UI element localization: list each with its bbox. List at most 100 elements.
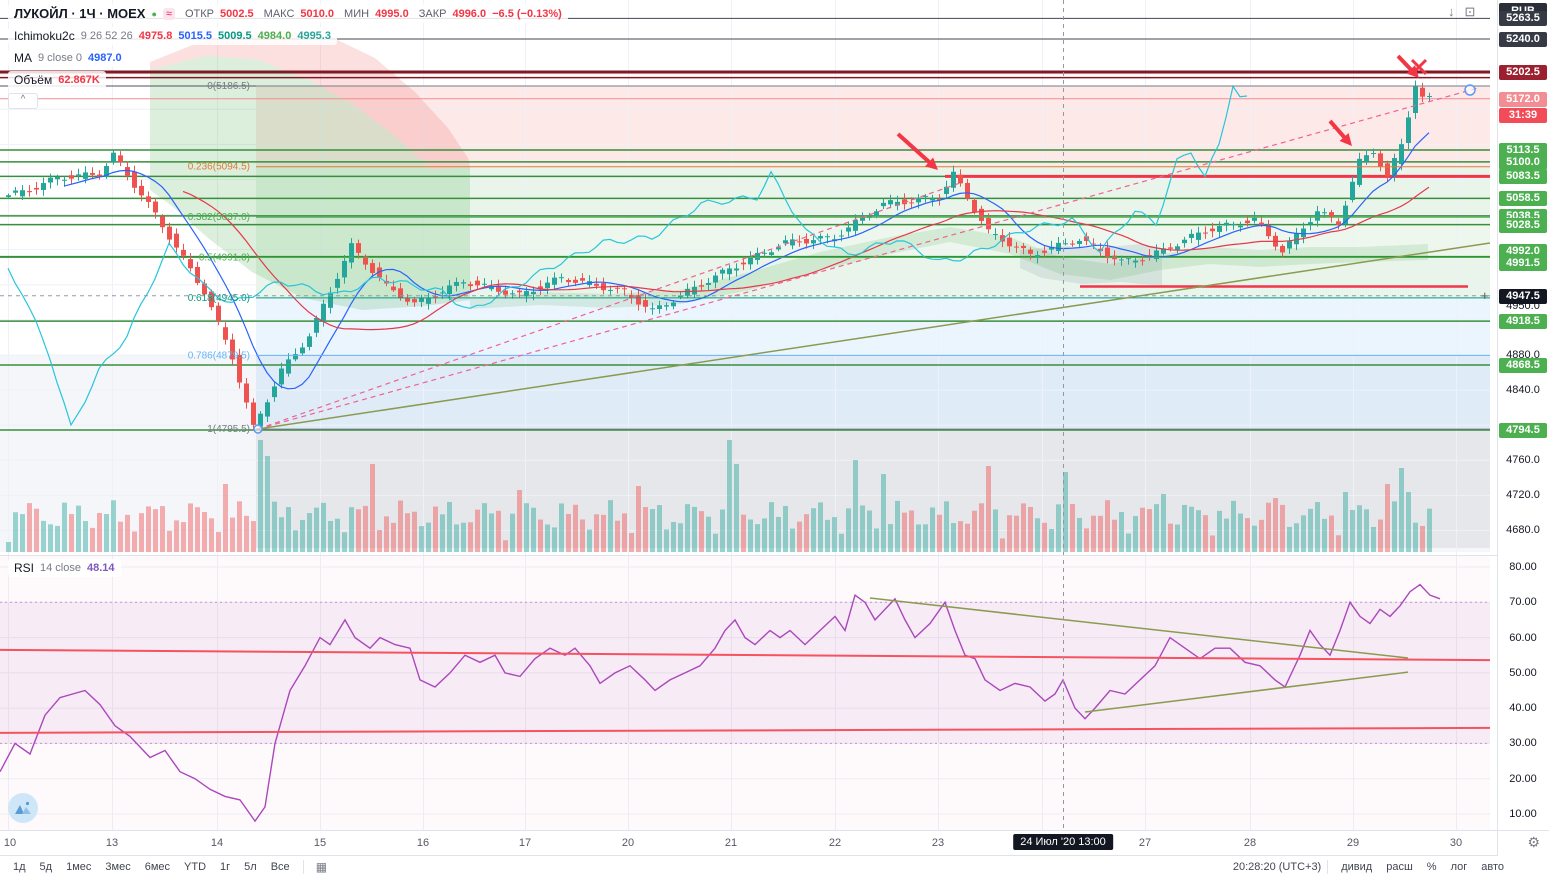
volume-title[interactable]: Объём xyxy=(14,73,53,87)
range-button-1мес[interactable]: 1мес xyxy=(66,861,92,873)
grid xyxy=(0,0,1490,830)
ichimoku-cloud xyxy=(150,30,1428,310)
range-button-Все[interactable]: Все xyxy=(270,861,290,873)
rsi-scale-label: 50.00 xyxy=(1509,666,1537,679)
time-axis-label: 28 xyxy=(1243,837,1257,849)
price-badge: 5172.0 xyxy=(1499,91,1547,107)
range-button-YTD[interactable]: YTD xyxy=(184,861,207,873)
price-badge: 4794.5 xyxy=(1499,423,1547,438)
crosshair-time-badge: 24 Июл '20 13:00 xyxy=(1013,834,1113,850)
chart-canvas[interactable]: 0(5186.5) 0.236(5094.5) 0.382(5037.0) 0.5(4… xyxy=(0,0,1497,830)
download-icon[interactable]: ↓ xyxy=(1448,4,1455,19)
time-axis-label: 15 xyxy=(313,837,327,849)
publish-idea-button[interactable] xyxy=(8,793,38,823)
price-badge: 5113.5 xyxy=(1499,143,1547,159)
price-badge: 5100.0 xyxy=(1499,154,1547,170)
trendline xyxy=(257,182,961,430)
time-axis-label: 14 xyxy=(210,837,224,849)
price-scale-label: 4680.0 xyxy=(1506,524,1540,537)
volume-bars xyxy=(6,440,1432,552)
price-scale-label: 4760.0 xyxy=(1506,454,1540,467)
bottom-toolbar: 1д 5д 1мес 3мес 6мес YTD 1г 5л Все ▦ 20:28:20 (U… xyxy=(0,855,1549,878)
rsi-scale-label: 60.00 xyxy=(1509,631,1537,644)
range-button-1д[interactable]: 1д xyxy=(13,861,26,873)
ichimoku-value: 4995.3 xyxy=(297,30,331,42)
fib-label: 0.236(5094.5) xyxy=(188,162,250,173)
high-label: МАКС xyxy=(263,7,295,20)
price-scale[interactable]: RUB 5263.55240.05202.55172.031:395113.55… xyxy=(1497,0,1549,830)
fullscreen-icon[interactable]: ⊡ xyxy=(1464,4,1476,19)
price-badge: 31:39 xyxy=(1499,107,1547,123)
ichimoku-title[interactable]: Ichimoku2c xyxy=(14,29,75,43)
x-mark-annotation xyxy=(1410,58,1428,76)
clock[interactable]: 20:28:20 (UTC+3) xyxy=(1232,861,1322,873)
price-badge: 5263.5 xyxy=(1499,11,1547,27)
ichimoku-value: 4975.8 xyxy=(138,30,173,42)
collapse-legend-button[interactable]: ^ xyxy=(8,93,38,109)
price-badge: 5028.5 xyxy=(1499,217,1547,233)
price-badge: 4918.5 xyxy=(1499,314,1547,330)
fib-label: 0.5(4991.0) xyxy=(199,253,250,264)
fib-label: 0.786(4879.5) xyxy=(188,350,250,361)
add-alert-plus-icon[interactable]: + xyxy=(1481,288,1489,303)
range-button-5л[interactable]: 5л xyxy=(244,861,257,873)
rsi-trendline xyxy=(869,597,1409,659)
fib-levels: 0(5186.5) 0.236(5094.5) 0.382(5037.0) 0.5(4… xyxy=(188,81,1490,435)
time-axis-label: 16 xyxy=(416,837,430,849)
scale-option-дивид[interactable]: дивид xyxy=(1341,861,1373,873)
rsi-params: 14 close xyxy=(40,562,81,574)
symbol-title[interactable]: ЛУКОЙЛ · 1Ч · MOEX xyxy=(14,6,146,21)
ichimoku-params: 9 26 52 26 xyxy=(80,30,133,42)
rsi-scale-label: 70.00 xyxy=(1509,596,1537,609)
scale-option-авто[interactable]: авто xyxy=(1481,861,1504,873)
anchor-circle xyxy=(1464,84,1476,96)
ma-row: MA 9 close 0 4987.0 xyxy=(8,49,128,67)
price-badge: 5083.5 xyxy=(1499,169,1547,185)
high-value: 5010.0 xyxy=(300,7,335,20)
scale-option-расш[interactable]: расш xyxy=(1386,861,1413,873)
toolbar-divider xyxy=(302,860,304,874)
candles xyxy=(6,80,1432,433)
rsi-band xyxy=(0,602,1490,744)
time-axis-label: 29 xyxy=(1346,837,1360,849)
time-axis[interactable]: 24 Июл '20 13:00 10 13 14 15 16 17 20 21 22 23 27 2… xyxy=(0,830,1497,856)
axis-corner: ⚙ xyxy=(1497,830,1549,856)
price-badge: 4992.0 xyxy=(1499,243,1547,259)
rsi-scale-label: 10.00 xyxy=(1509,808,1537,820)
change-value: −6.5 (−0.13%) xyxy=(492,7,562,20)
gear-icon[interactable]: ⚙ xyxy=(1527,834,1540,850)
fib-label: 0.618(4945.0) xyxy=(188,293,250,304)
ma-value: 4987.0 xyxy=(88,52,122,64)
range-button-5д[interactable]: 5д xyxy=(39,861,53,873)
rsi-trendline xyxy=(0,726,1491,734)
price-badge: 4991.5 xyxy=(1499,256,1547,272)
range-button-6мес[interactable]: 6мес xyxy=(144,861,171,873)
range-button-1г[interactable]: 1г xyxy=(220,861,231,873)
rsi-title[interactable]: RSI xyxy=(14,561,35,575)
ichimoku-value: 4984.0 xyxy=(257,30,292,42)
calendar-icon[interactable]: ▦ xyxy=(315,860,328,874)
volume-value: 62.867K xyxy=(58,74,100,86)
price-scale-label: 4720.0 xyxy=(1506,489,1540,502)
price-badge: 4947.5 xyxy=(1499,288,1547,304)
extended-session-icon: ≈ xyxy=(162,7,175,20)
main-chart-legend: ЛУКОЙЛ · 1Ч · MOEX ● ≈ ОТКР 5002.5 МАКС … xyxy=(8,4,568,109)
fib-label: 1(4795.5) xyxy=(207,424,250,435)
scale-option-лог[interactable]: лог xyxy=(1450,861,1468,873)
ichimoku-value: 5015.5 xyxy=(178,30,213,42)
chikou-line xyxy=(7,84,1248,427)
kijun-line xyxy=(182,186,1430,331)
price-scale-label: 4950.0 xyxy=(1506,299,1540,312)
ma9-line xyxy=(63,132,1430,390)
open-value: 5002.5 xyxy=(220,7,254,20)
scale-option-%[interactable]: % xyxy=(1426,861,1437,873)
range-button-3мес[interactable]: 3мес xyxy=(105,861,131,873)
time-axis-label: 10 xyxy=(3,837,17,849)
ma-title[interactable]: MA xyxy=(14,51,32,65)
symbol-row: ЛУКОЙЛ · 1Ч · MOEX ● ≈ ОТКР 5002.5 МАКС … xyxy=(8,4,568,23)
close-value: 4996.0 xyxy=(452,7,487,20)
time-axis-label: 22 xyxy=(828,837,842,849)
anchor-circle xyxy=(253,424,263,434)
fib-label: 0(5186.5) xyxy=(207,81,250,92)
